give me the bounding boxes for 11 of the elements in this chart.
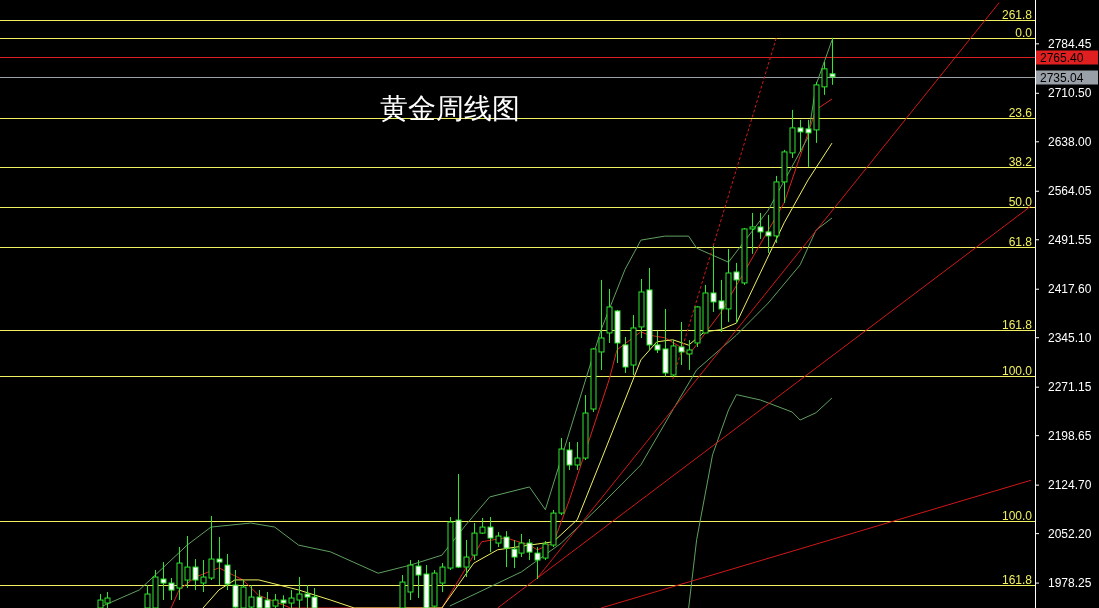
annotation: 161.8 bbox=[1001, 317, 1032, 332]
annotation: 38.2 bbox=[1008, 154, 1032, 169]
annotation: 161.8 bbox=[1001, 572, 1032, 587]
annotation: 0.0 bbox=[1015, 25, 1032, 40]
title: 黄金周线图 bbox=[380, 92, 520, 125]
annotation: 100.0 bbox=[1001, 508, 1032, 523]
annotation: 61.8 bbox=[1008, 234, 1032, 249]
annotation: 23.6 bbox=[1008, 105, 1032, 120]
annotation: 50.0 bbox=[1008, 194, 1032, 209]
annotation: 100.0 bbox=[1001, 363, 1032, 378]
annotation: 261.8 bbox=[1001, 7, 1032, 22]
